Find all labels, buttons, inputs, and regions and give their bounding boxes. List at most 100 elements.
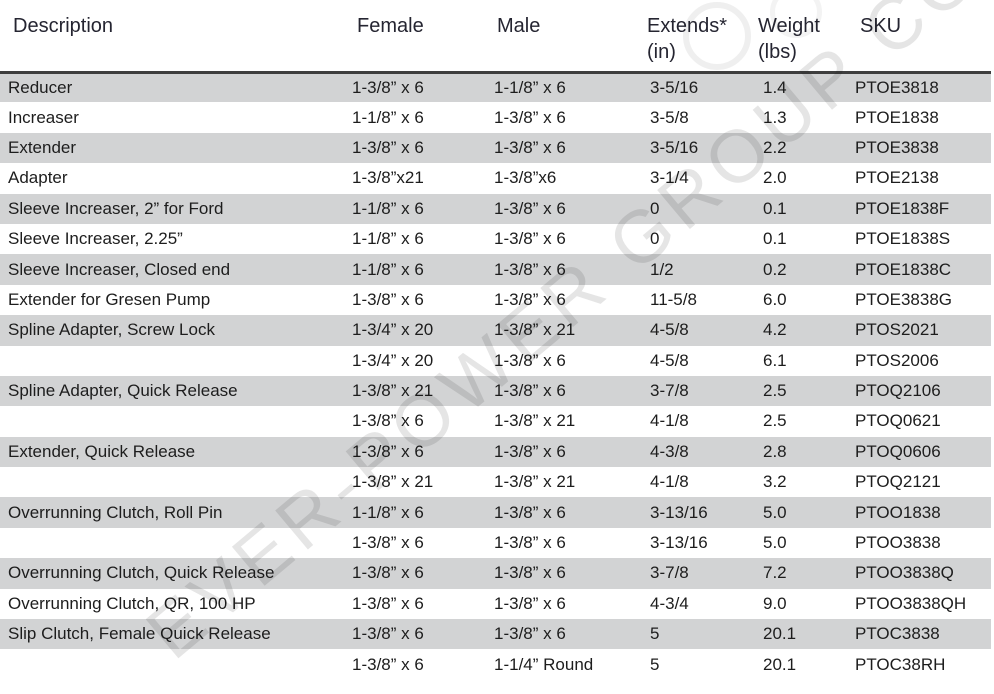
- cell-male: 1-3/8” x 6: [494, 107, 566, 127]
- cell-description: Extender, Quick Release: [0, 436, 345, 468]
- table-row: 1-3/4” x 20 1-3/8” x 6 4-5/8 6.1 PTOS200…: [0, 346, 991, 376]
- cell-male: 1-3/8” x 6: [488, 619, 643, 650]
- cell-weight: 2.5: [763, 411, 787, 431]
- column-header-label: SKU: [860, 15, 902, 37]
- cell-male: 1-3/8” x 21: [494, 411, 576, 431]
- cell-female: 1-1/8” x 6: [345, 254, 488, 285]
- cell-sku: PTOQ0606: [849, 436, 991, 468]
- cell-weight: 20.1: [763, 654, 797, 674]
- cell-weight: 4.2: [753, 315, 849, 346]
- cell-weight: 0.2: [753, 254, 849, 285]
- cell-female: 1-3/8” x 6: [352, 289, 424, 309]
- cell-extends: 4-5/8: [650, 350, 689, 370]
- cell-extends: 4-1/8: [650, 472, 689, 492]
- cell-sku: PTOC3838: [849, 619, 991, 650]
- column-header-label: Male: [497, 15, 541, 37]
- cell-male: 1-3/8” x 6: [494, 350, 566, 370]
- cell-male: 1-3/8” x 6: [488, 254, 643, 285]
- cell-sku: PTOE2138: [855, 168, 939, 188]
- cell-female: 1-3/8” x 6: [345, 132, 488, 164]
- column-header-extends: Extends* (in): [643, 0, 753, 74]
- cell-sku: PTOC38RH: [855, 654, 946, 674]
- cell-female: 1-3/4” x 20: [352, 350, 434, 370]
- cell-male: 1-3/8”x6: [494, 168, 557, 188]
- cell-weight: 6.0: [763, 289, 787, 309]
- cell-male: 1-3/8” x 6: [488, 497, 643, 528]
- cell-weight: 0.1: [753, 193, 849, 224]
- cell-extends: 0: [643, 193, 753, 224]
- cell-female: 1-3/8” x 6: [352, 533, 424, 553]
- cell-sku: PTOE1838C: [849, 254, 991, 285]
- column-header-subline: (in): [647, 41, 676, 63]
- cell-weight: 7.2: [753, 558, 849, 589]
- cell-sku: PTOE3838: [849, 132, 991, 164]
- cell-extends: 1/2: [643, 254, 753, 285]
- cell-sku: PTOO3838Q: [849, 558, 991, 589]
- cell-description: Reducer: [0, 72, 345, 103]
- cell-description: Spline Adapter, Quick Release: [0, 375, 345, 407]
- cell-extends: 3-5/16: [643, 72, 753, 103]
- table-row: 1-3/8” x 6 1-3/8” x 21 4-1/8 2.5 PTOQ062…: [0, 406, 991, 436]
- cell-male: 1-3/8” x 6: [488, 375, 643, 407]
- cell-extends: 4-1/8: [650, 411, 689, 431]
- table-row: Sleeve Increaser, Closed end 1-1/8” x 6 …: [0, 254, 991, 285]
- cell-extends: 4-3/4: [650, 593, 689, 613]
- table-row: Slip Clutch, Female Quick Release 1-3/8”…: [0, 619, 991, 650]
- cell-description: [0, 406, 345, 436]
- cell-female: 1-3/8” x 6: [345, 72, 488, 103]
- cell-sku: PTOS2006: [855, 350, 939, 370]
- table-row: Overrunning Clutch, Roll Pin 1-1/8” x 6 …: [0, 497, 991, 528]
- cell-weight: 5.0: [753, 497, 849, 528]
- cell-weight: 9.0: [763, 593, 787, 613]
- table-row: Reducer 1-3/8” x 6 1-1/8” x 6 3-5/16 1.4…: [0, 72, 991, 103]
- table-row: Increaser 1-1/8” x 6 1-3/8” x 6 3-5/8 1.…: [0, 102, 991, 132]
- table-row: Extender, Quick Release 1-3/8” x 6 1-3/8…: [0, 436, 991, 468]
- cell-description: Sleeve Increaser, 2” for Ford: [0, 193, 345, 224]
- cell-weight: 2.5: [753, 375, 849, 407]
- cell-weight: 3.2: [763, 472, 787, 492]
- cell-weight: 20.1: [753, 619, 849, 650]
- table-row: Spline Adapter, Quick Release 1-3/8” x 2…: [0, 375, 991, 407]
- cell-weight: 1.3: [763, 107, 787, 127]
- table-row: Extender 1-3/8” x 6 1-3/8” x 6 3-5/16 2.…: [0, 132, 991, 164]
- cell-female: 1-3/8” x 6: [345, 436, 488, 468]
- cell-female: 1-3/8”x21: [352, 168, 424, 188]
- cell-description: Spline Adapter, Screw Lock: [0, 315, 345, 346]
- column-header-label: Extends*: [647, 15, 728, 37]
- cell-sku: PTOE1838S: [855, 229, 951, 249]
- cell-weight: 1.4: [753, 72, 849, 103]
- cell-extends: 0: [650, 229, 660, 249]
- cell-sku: PTOO3838QH: [855, 593, 967, 613]
- cell-extends: 3-1/4: [650, 168, 689, 188]
- cell-description: [0, 528, 345, 558]
- cell-sku: PTOE3838G: [855, 289, 953, 309]
- column-header-label: Female: [357, 15, 424, 37]
- cell-male: 1-3/8” x 6: [488, 193, 643, 224]
- cell-male: 1-3/8” x 6: [494, 289, 566, 309]
- cell-extends: 4-5/8: [643, 315, 753, 346]
- cell-weight: 0.1: [763, 229, 787, 249]
- cell-description: Sleeve Increaser, 2.25”: [8, 229, 183, 249]
- cell-extends: 4-3/8: [643, 436, 753, 468]
- cell-male: 1-3/8” x 6: [488, 436, 643, 468]
- cell-male: 1-3/8” x 6: [488, 558, 643, 589]
- cell-female: 1-3/4” x 20: [345, 315, 488, 346]
- cell-female: 1-1/8” x 6: [352, 229, 424, 249]
- table-row: Overrunning Clutch, Quick Release 1-3/8”…: [0, 558, 991, 589]
- table-row: Overrunning Clutch, QR, 100 HP 1-3/8” x …: [0, 589, 991, 619]
- table-row: Adapter 1-3/8”x21 1-3/8”x6 3-1/4 2.0 PTO…: [0, 163, 991, 193]
- column-header-male: Male: [488, 0, 643, 74]
- column-header-weight: Weight (lbs): [753, 0, 849, 74]
- cell-sku: PTOE1838: [855, 107, 939, 127]
- cell-male: 1-3/8” x 6: [488, 132, 643, 164]
- cell-description: Adapter: [8, 168, 68, 188]
- cell-sku: PTOQ0621: [855, 411, 941, 431]
- table-row: Extender for Gresen Pump 1-3/8” x 6 1-3/…: [0, 285, 991, 315]
- cell-extends: 3-5/8: [650, 107, 689, 127]
- cell-male: 1-3/8” x 21: [488, 315, 643, 346]
- cell-female: 1-3/8” x 6: [352, 654, 424, 674]
- column-header-description: Description: [0, 0, 345, 74]
- cell-extends: 5: [650, 654, 660, 674]
- cell-female: 1-1/8” x 6: [345, 193, 488, 224]
